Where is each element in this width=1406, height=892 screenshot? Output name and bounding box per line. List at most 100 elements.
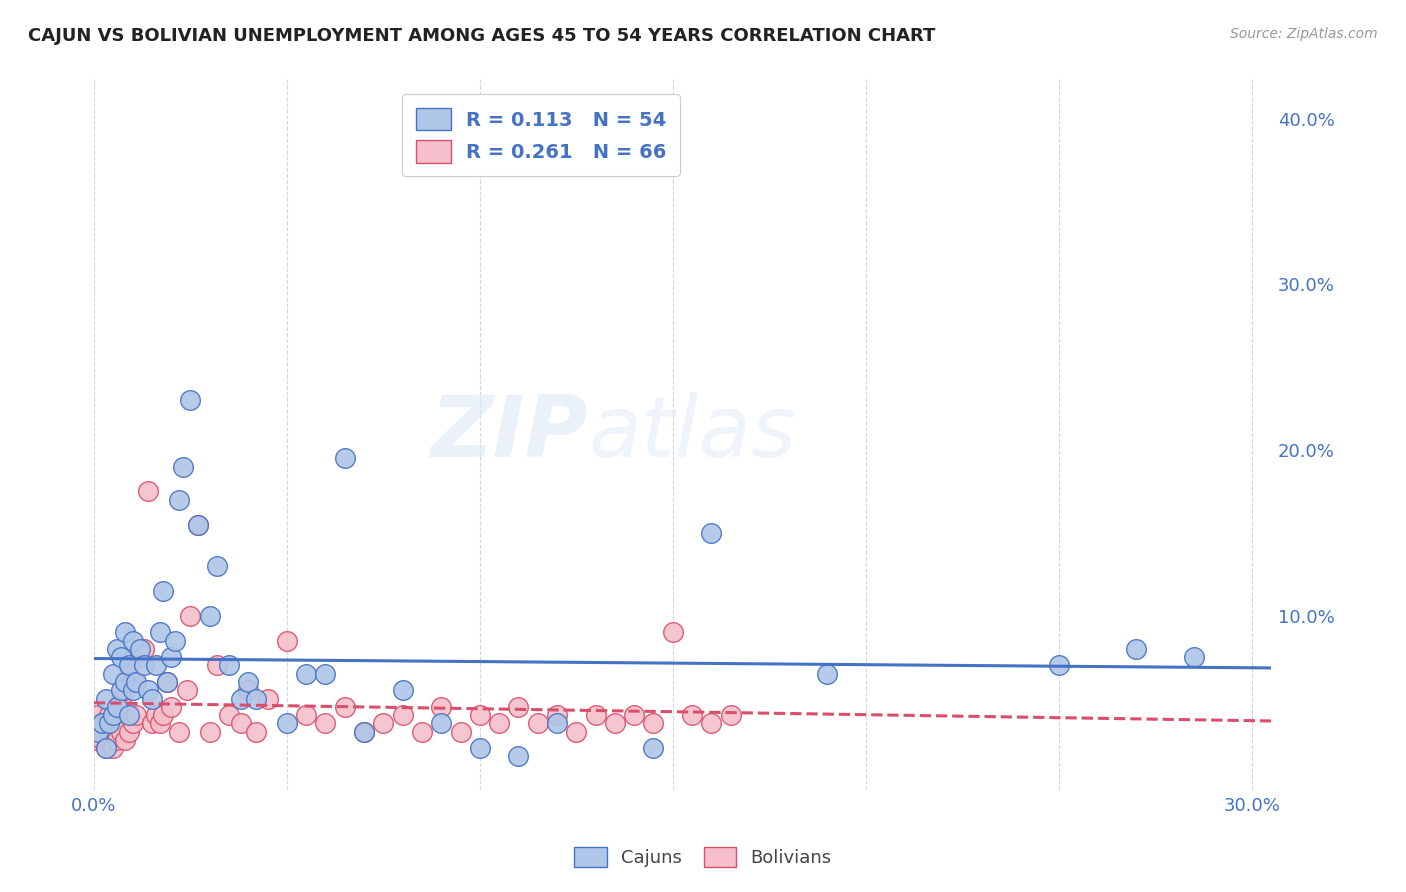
Point [125, 675, 148, 690]
Point [187, 517, 209, 532]
Point [141, 716, 163, 731]
Point [411, 724, 433, 739]
Point [468, 741, 491, 756]
Point [110, 683, 132, 698]
Point [145, 708, 167, 723]
Point [198, 724, 221, 739]
Point [238, 683, 260, 698]
Point [141, 691, 163, 706]
Point [295, 666, 318, 681]
Point [167, 492, 190, 507]
Point [391, 708, 413, 723]
Point [700, 525, 723, 540]
Point [121, 675, 143, 690]
Point [314, 716, 336, 731]
Point [105, 733, 128, 747]
Point [218, 658, 240, 673]
Text: CAJUN VS BOLIVIAN UNEMPLOYMENT AMONG AGES 45 TO 54 YEARS CORRELATION CHART: CAJUN VS BOLIVIAN UNEMPLOYMENT AMONG AGE… [28, 27, 935, 45]
Legend: R = 0.113   N = 54, R = 0.261   N = 66: R = 0.113 N = 54, R = 0.261 N = 66 [402, 95, 681, 176]
Point [156, 675, 179, 690]
Point [148, 625, 170, 640]
Point [643, 716, 665, 731]
Point [546, 716, 568, 731]
Text: atlas: atlas [588, 392, 796, 475]
Point [118, 708, 141, 723]
Point [105, 699, 128, 714]
Point [488, 716, 510, 731]
Point [218, 708, 240, 723]
Point [121, 683, 143, 698]
Point [121, 716, 143, 731]
Point [353, 724, 375, 739]
Point [156, 675, 179, 690]
Point [110, 724, 132, 739]
Point [163, 633, 186, 648]
Point [132, 658, 155, 673]
Point [118, 724, 141, 739]
Point [87, 708, 110, 723]
Point [98, 716, 121, 731]
Point [145, 658, 167, 673]
Point [295, 708, 318, 723]
Point [98, 733, 121, 747]
Point [546, 708, 568, 723]
Point [700, 716, 723, 731]
Point [118, 666, 141, 681]
Point [176, 683, 198, 698]
Point [105, 641, 128, 656]
Point [94, 741, 117, 756]
Point [114, 683, 136, 698]
Point [256, 691, 278, 706]
Text: ZIP: ZIP [430, 392, 588, 475]
Point [114, 675, 136, 690]
Point [83, 733, 105, 747]
Point [94, 691, 117, 706]
Point [238, 675, 260, 690]
Point [430, 699, 453, 714]
Point [103, 724, 125, 739]
Point [160, 699, 183, 714]
Point [114, 733, 136, 747]
Point [172, 459, 194, 474]
Point [90, 716, 112, 731]
Point [245, 691, 267, 706]
Point [207, 559, 229, 574]
Point [603, 716, 626, 731]
Point [1125, 641, 1147, 656]
Point [815, 666, 838, 681]
Point [333, 451, 356, 466]
Point [623, 708, 645, 723]
Point [508, 749, 530, 764]
Point [136, 484, 159, 499]
Point [148, 716, 170, 731]
Point [103, 666, 125, 681]
Point [662, 625, 685, 640]
Text: Source: ZipAtlas.com: Source: ZipAtlas.com [1230, 27, 1378, 41]
Point [121, 633, 143, 648]
Point [681, 708, 703, 723]
Point [391, 683, 413, 698]
Point [152, 583, 174, 598]
Point [103, 708, 125, 723]
Point [276, 633, 298, 648]
Point [87, 724, 110, 739]
Point [125, 708, 148, 723]
Point [94, 716, 117, 731]
Point [129, 641, 152, 656]
Point [229, 691, 252, 706]
Point [720, 708, 742, 723]
Point [90, 733, 112, 747]
Point [87, 724, 110, 739]
Point [643, 741, 665, 756]
Point [198, 608, 221, 623]
Legend: Cajuns, Bolivians: Cajuns, Bolivians [567, 839, 839, 874]
Point [229, 716, 252, 731]
Point [167, 724, 190, 739]
Point [276, 716, 298, 731]
Point [187, 517, 209, 532]
Point [90, 716, 112, 731]
Point [110, 691, 132, 706]
Point [1047, 658, 1070, 673]
Point [179, 393, 201, 408]
Point [314, 666, 336, 681]
